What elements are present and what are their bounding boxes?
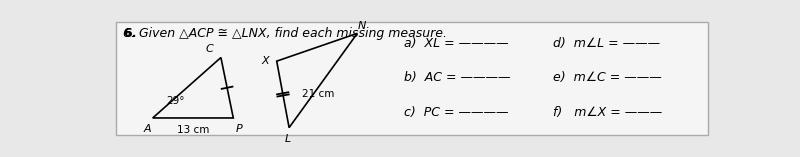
Text: c)  PC = ————: c) PC = ———— <box>404 106 508 119</box>
Text: 29°: 29° <box>166 96 185 106</box>
Text: X: X <box>262 56 270 66</box>
Text: 6.: 6. <box>123 27 136 40</box>
Text: A: A <box>144 124 151 134</box>
Text: 6. Given △ACP ≅ △LNX, find each missing measure.: 6. Given △ACP ≅ △LNX, find each missing … <box>123 27 447 40</box>
FancyBboxPatch shape <box>115 22 708 135</box>
Text: L: L <box>285 134 291 144</box>
Text: 13 cm: 13 cm <box>177 125 209 135</box>
Text: a)  XL = ————: a) XL = ———— <box>404 37 509 50</box>
Text: C: C <box>206 44 214 54</box>
Text: P: P <box>236 124 243 134</box>
Text: d)  m∠L = ———: d) m∠L = ——— <box>553 37 660 50</box>
Text: 21 cm: 21 cm <box>302 89 334 99</box>
Text: b)  AC = ————: b) AC = ———— <box>404 71 510 84</box>
Text: e)  m∠C = ———: e) m∠C = ——— <box>553 71 662 84</box>
Text: f)   m∠X = ———: f) m∠X = ——— <box>553 106 662 119</box>
Text: N: N <box>358 21 366 31</box>
